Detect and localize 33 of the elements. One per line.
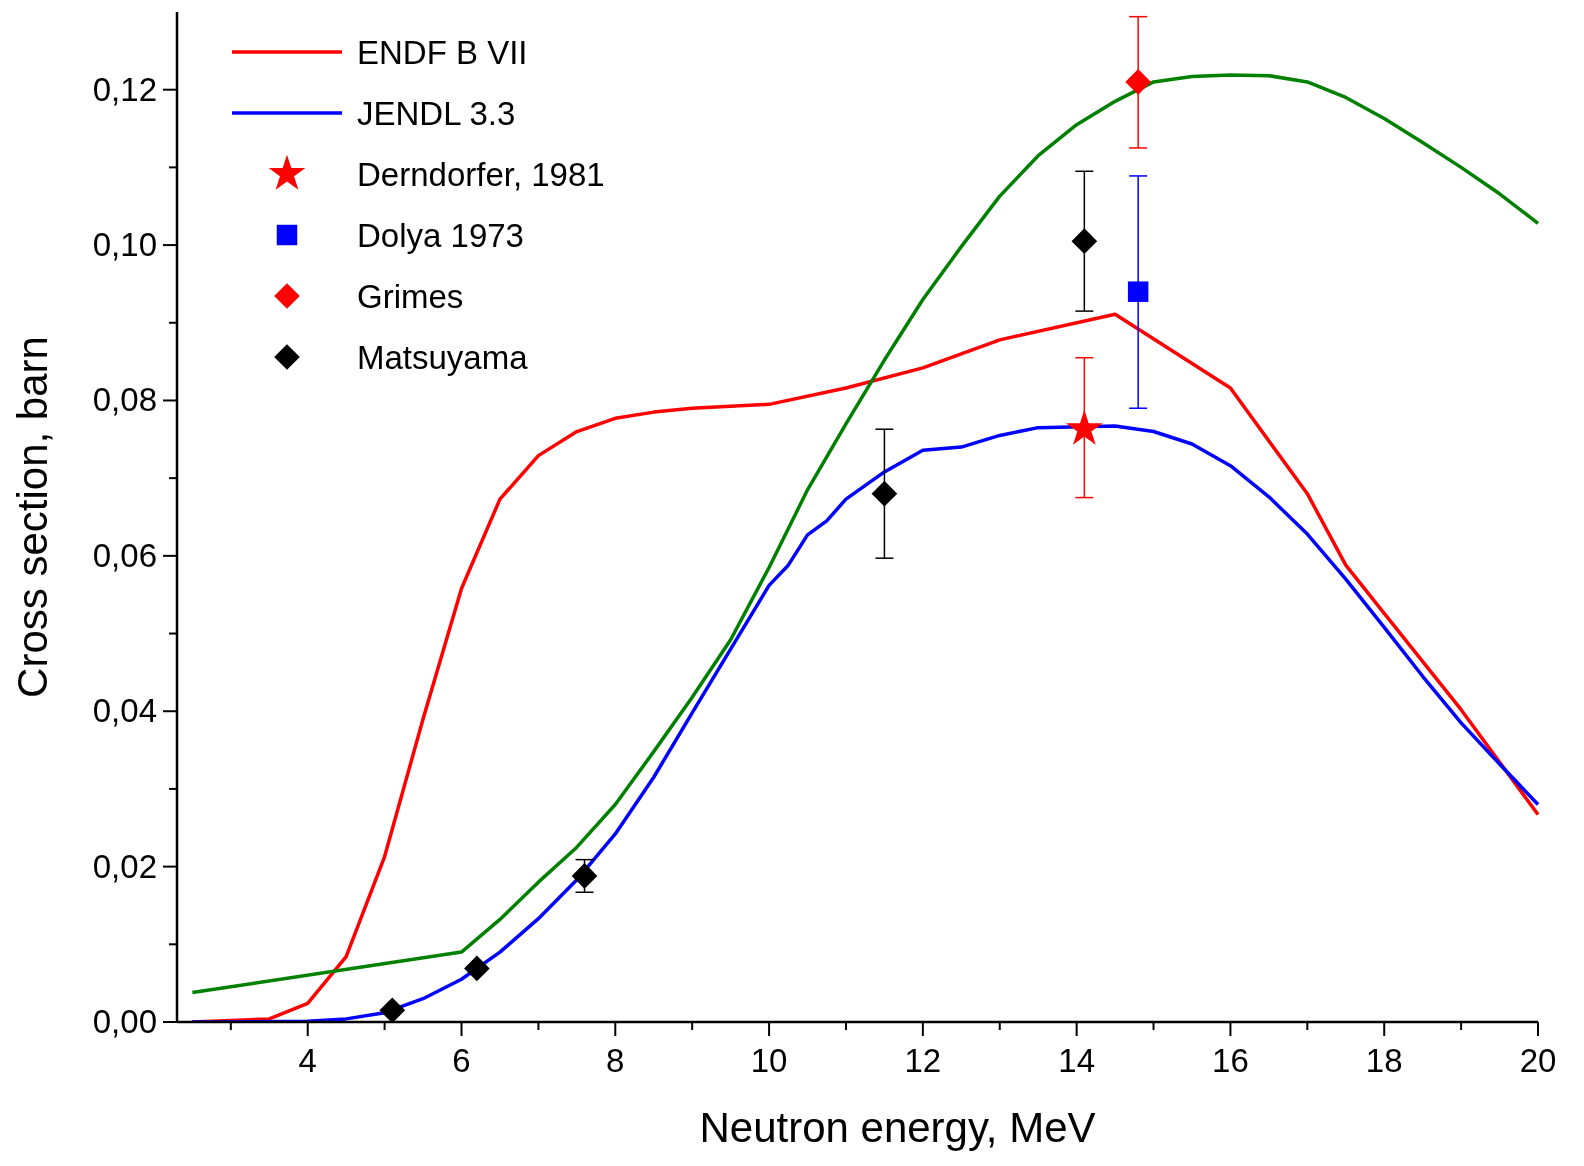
x-tick-label: 12 <box>904 1042 942 1079</box>
point <box>1125 69 1151 95</box>
legend-label: Matsuyama <box>357 339 529 376</box>
y-tick-label: 0,08 <box>92 381 157 419</box>
point <box>871 480 898 507</box>
point <box>464 955 490 982</box>
y-tick-label: 0,00 <box>92 1003 157 1040</box>
x-tick-label: 14 <box>1058 1042 1095 1079</box>
y-tick-label: 0,02 <box>92 847 157 885</box>
line-series <box>190 73 1540 995</box>
x-axis-title: Neutron energy, MeV <box>699 1104 1096 1151</box>
y-tick-label: 0,04 <box>92 692 157 730</box>
legend-label: Derndorfer, 1981 <box>357 156 605 193</box>
legend-label: ENDF B VII <box>357 34 528 71</box>
line-series <box>190 424 1540 1022</box>
y-tick-label: 0,12 <box>92 70 157 108</box>
legend-label: Dolya 1973 <box>357 217 524 254</box>
x-tick-label: 16 <box>1212 1042 1249 1079</box>
point <box>1127 281 1149 302</box>
point <box>571 863 598 889</box>
point <box>379 997 406 1022</box>
legend-label: Grimes <box>357 278 464 315</box>
y-tick-label: 0,10 <box>92 226 157 264</box>
point <box>1071 228 1098 255</box>
x-tick-label: 4 <box>298 1042 317 1079</box>
x-tick-label: 8 <box>606 1042 625 1079</box>
x-tick-label: 6 <box>452 1042 471 1079</box>
x-tick-label: 20 <box>1519 1042 1557 1079</box>
y-axis-title: Cross section, barn <box>9 336 56 698</box>
x-tick-label: 10 <box>750 1042 788 1079</box>
x-tick-label: 18 <box>1365 1042 1403 1079</box>
y-tick-label: 0,06 <box>92 536 157 574</box>
legend-label: JENDL 3.3 <box>357 95 516 132</box>
